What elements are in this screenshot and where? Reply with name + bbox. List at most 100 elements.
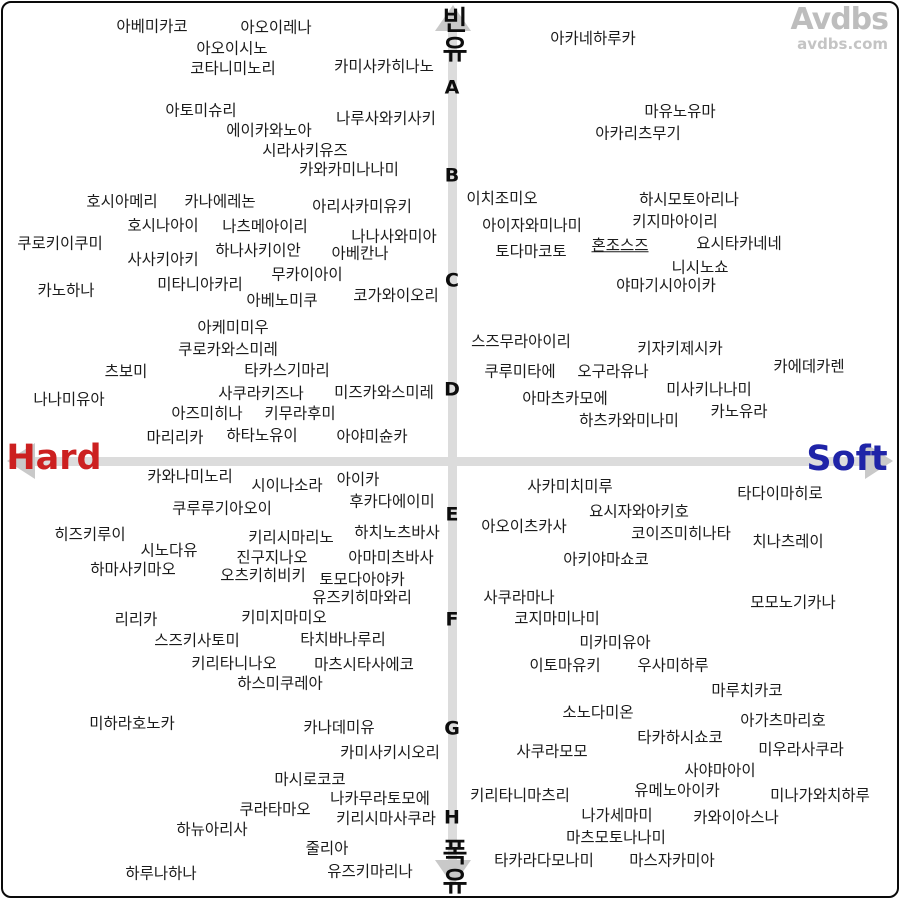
chart-point-label: 타카라다모나미 — [494, 851, 594, 870]
chart-point-label: 유즈키히마와리 — [312, 588, 412, 607]
chart-point-label: 진구지나오 — [236, 548, 308, 567]
grade-letter-H: H — [444, 806, 460, 829]
chart-point-label: 시라사키유즈 — [262, 141, 348, 160]
chart-point-label: 아토미슈리 — [165, 101, 237, 120]
chart-point-label: 아키야마쇼코 — [563, 550, 649, 569]
chart-point-label: 아리사카미유키 — [312, 197, 412, 216]
chart-point-label: 야마기시아이카 — [616, 276, 716, 295]
grade-letter-D: D — [444, 378, 460, 401]
chart-point-label: 키지마아이리 — [632, 212, 718, 231]
chart-point-label: 미나가와치하루 — [770, 786, 870, 805]
y-axis-bottom-label: 폭유 — [436, 838, 468, 896]
chart-point-label: 아베칸나 — [331, 244, 389, 263]
chart-point-label: 토모다아야카 — [319, 570, 405, 589]
chart-point-label: 미즈카와스미레 — [334, 383, 434, 402]
chart-point-label: 무카이아이 — [271, 265, 343, 284]
chart-point-label: 코지마미나미 — [514, 609, 600, 628]
chart-point-label: 아오이시노 — [196, 39, 268, 58]
chart-point-label: 카에데카렌 — [773, 357, 845, 376]
chart-point-label: 타카스기마리 — [244, 361, 330, 380]
chart-point-label: 아마츠카모에 — [522, 389, 608, 408]
chart-point-label: 마츠시타사에코 — [314, 655, 414, 674]
chart-point-label: 츠보미 — [104, 362, 148, 381]
axis-arrow-down-icon — [435, 860, 471, 886]
chart-point-label: 아이카 — [336, 470, 380, 489]
chart-point-label: 하마사키마오 — [90, 560, 176, 579]
chart-point-label: 나카무라토모에 — [330, 789, 430, 808]
chart-point-label: 코가와이오리 — [353, 286, 439, 305]
x-axis-right-label: Soft — [806, 439, 888, 479]
chart-point-label: 하루나하나 — [125, 864, 197, 883]
axis-arrow-right-icon — [865, 443, 893, 479]
chart-point-label: 키리타니마츠리 — [470, 786, 570, 805]
chart-point-label: 카와나미노리 — [147, 467, 233, 486]
chart-point-label: 키미지마미오 — [241, 608, 327, 627]
chart-point-label: 타치바나루리 — [300, 630, 386, 649]
chart-point-label: 아즈미히나 — [171, 404, 243, 423]
chart-point-label: 키리시마사쿠라 — [336, 809, 436, 828]
grade-letter-B: B — [444, 164, 460, 187]
grade-letter-F: F — [445, 608, 459, 631]
chart-point-label: 쿠로키이쿠미 — [17, 234, 103, 253]
chart-point-label: 호시나아이 — [127, 216, 199, 235]
chart-point-label: 사쿠라마나 — [483, 588, 555, 607]
chart-point-label: 카미사카히나노 — [334, 57, 434, 76]
chart-point-label: 나츠메아이리 — [222, 217, 308, 236]
chart-point-label: 리리카 — [114, 610, 158, 629]
chart-point-label: 하츠카와미나미 — [579, 411, 679, 430]
chart-point-label: 나루사와키사키 — [336, 109, 436, 128]
watermark-domain: avdbs.com — [797, 35, 888, 53]
chart-point-label: 마츠모토나나미 — [566, 828, 666, 847]
chart-point-label: 아오이츠카사 — [481, 517, 567, 536]
chart-point-label: 미우라사쿠라 — [758, 740, 844, 759]
chart-point-label: 카노유라 — [710, 402, 768, 421]
chart-point-label: 코이즈미히나타 — [631, 524, 731, 543]
grade-letter-A: A — [444, 76, 460, 99]
chart-point-label: 요시타카네네 — [696, 234, 782, 253]
chart-point-label: 호시아메리 — [86, 192, 158, 211]
chart-point-label: 미카미유아 — [579, 633, 651, 652]
chart-point-label: 아오이레나 — [240, 18, 312, 37]
chart-point-label: 나가세마미 — [581, 806, 653, 825]
chart-point-label: 쿠루미타에 — [484, 362, 556, 381]
chart-point-label: 오츠키히비키 — [220, 566, 306, 585]
grade-letter-E: E — [445, 503, 459, 526]
chart-point-label: 하시모토아리나 — [639, 190, 739, 209]
chart-point-label: 오구라유나 — [577, 362, 649, 381]
chart-point-label: 코타니미노리 — [190, 59, 276, 78]
chart-point-label: 카와카미나나미 — [299, 160, 399, 179]
chart-point-label: 쿠루루기아오이 — [172, 499, 272, 518]
chart-point-label: 토다마코토 — [495, 242, 567, 261]
chart-point-label: 쿠라타마오 — [239, 800, 311, 819]
vertical-axis-line — [448, 22, 457, 864]
chart-point-label: 카나데미유 — [303, 718, 375, 737]
watermark-brand: Avdbs — [790, 2, 889, 37]
chart-point-label: 줄리아 — [305, 839, 349, 858]
chart-point-label: 모모노기카나 — [750, 593, 836, 612]
chart-point-label: 이토마유키 — [529, 656, 601, 675]
chart-point-label: 카미사키시오리 — [340, 743, 440, 762]
chart-point-label: 쿠로카와스미레 — [178, 340, 278, 359]
chart-point-label: 사카미치미루 — [527, 477, 613, 496]
chart-point-label: 하뉴아리사 — [176, 820, 248, 839]
chart-point-label: 하스미쿠레아 — [237, 674, 323, 693]
chart-point-label: 치나츠레이 — [752, 532, 824, 551]
chart-point-label: 아베노미쿠 — [246, 291, 318, 310]
chart-point-label: 키리타니나오 — [191, 654, 277, 673]
chart-point-label: 하타노유이 — [226, 426, 298, 445]
chart-point-label: 아베미카코 — [116, 17, 188, 36]
chart-point-label: 나나사와미아 — [351, 227, 437, 246]
y-axis-top-label: 빈유 — [436, 6, 468, 64]
chart-point-label: 소노다미온 — [562, 703, 634, 722]
chart-point-label: 시이나소라 — [251, 476, 323, 495]
watermark: Avdbs avdbs.com — [790, 2, 889, 53]
chart-point-label: 마리리카 — [146, 428, 204, 447]
chart-point-label: 나나미유아 — [33, 390, 105, 409]
chart-point-label: 유메노아이카 — [634, 781, 720, 800]
chart-point-label: 유즈키마리나 — [327, 862, 413, 881]
chart-point-label: 에이카와노아 — [226, 121, 312, 140]
chart-point-label: 아카네하루카 — [550, 29, 636, 48]
chart-point-label: 미사키나나미 — [666, 380, 752, 399]
chart-point-label: 시노다유 — [140, 541, 198, 560]
